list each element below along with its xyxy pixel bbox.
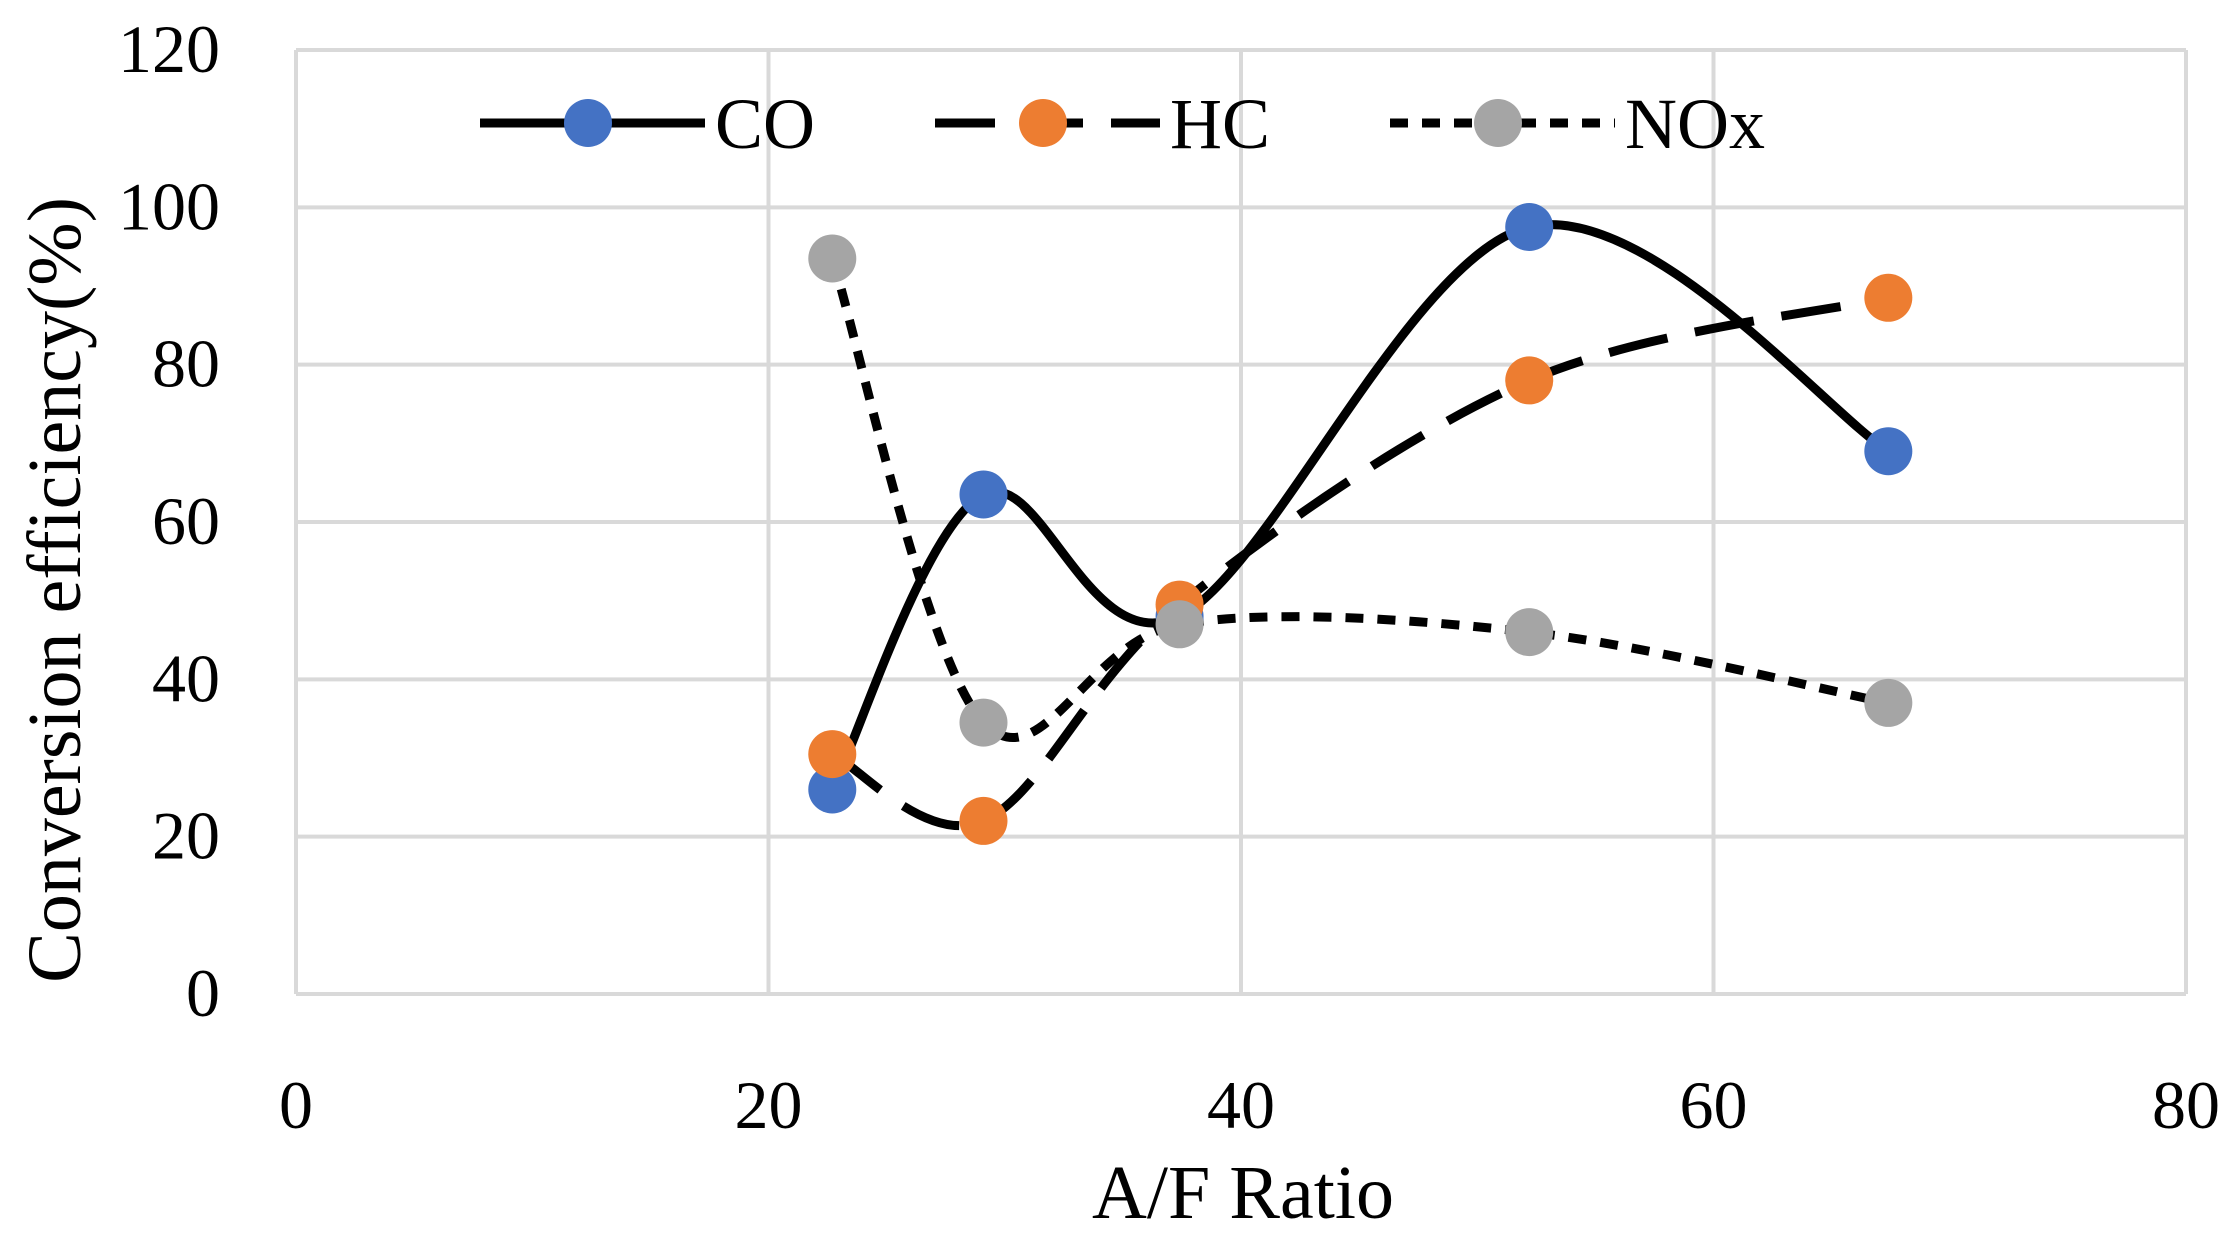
co-point-1 [808,765,857,814]
hc-point-2 [959,796,1008,845]
nox-point-5 [1864,678,1913,727]
y-tick-label-20: 20 [152,798,220,874]
legend-hc-marker [1019,99,1067,147]
grid [294,48,2188,996]
nox-point-3 [1155,600,1204,649]
series-lines [828,220,1891,831]
nox-point-2 [959,698,1008,747]
y-tick-label-100: 100 [118,168,220,244]
co-point-5 [1864,427,1913,476]
co-point-2 [959,470,1008,519]
legend: CO HC NOx [480,84,1765,164]
x-tick-label-40: 40 [1207,1067,1275,1143]
hc-line [830,293,1890,831]
hc-point-5 [1864,273,1913,322]
legend-co-label: CO [715,84,815,164]
x-tick-label-60: 60 [1680,1067,1748,1143]
tick-labels: 0 20 40 60 80 100 120 0 20 40 60 80 [118,11,2220,1143]
y-tick-label-120: 120 [118,11,220,87]
y-axis-title: Conversion efficiency(%) [13,197,97,983]
hc-point-1 [808,730,857,779]
legend-hc-label: HC [1170,84,1270,164]
nox-point-4 [1505,608,1554,657]
legend-nox-marker [1474,99,1522,147]
x-axis-title: A/F Ratio [1092,1151,1394,1235]
legend-nox-label: NOx [1625,84,1765,164]
y-tick-label-40: 40 [152,640,220,716]
x-tick-label-0: 0 [279,1067,313,1143]
x-tick-label-80: 80 [2152,1067,2220,1143]
y-tick-label-80: 80 [152,326,220,402]
y-tick-label-60: 60 [152,483,220,559]
series-points [808,203,1913,845]
y-tick-label-0: 0 [186,955,220,1031]
co-line [828,220,1891,792]
legend-co-marker [564,99,612,147]
co-point-4 [1505,203,1554,251]
nox-point-1 [808,234,857,283]
x-tick-label-20: 20 [735,1067,803,1143]
hc-point-4 [1505,356,1554,405]
